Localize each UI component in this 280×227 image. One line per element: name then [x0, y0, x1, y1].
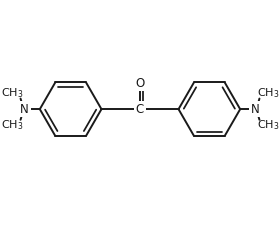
- Text: CH$_3$: CH$_3$: [257, 86, 279, 100]
- Text: N: N: [251, 103, 260, 116]
- Text: N: N: [20, 103, 29, 116]
- Text: CH$_3$: CH$_3$: [1, 119, 23, 132]
- Text: CH$_3$: CH$_3$: [1, 86, 23, 100]
- Text: CH$_3$: CH$_3$: [257, 119, 279, 132]
- Text: O: O: [135, 77, 145, 90]
- Text: C: C: [136, 103, 144, 116]
